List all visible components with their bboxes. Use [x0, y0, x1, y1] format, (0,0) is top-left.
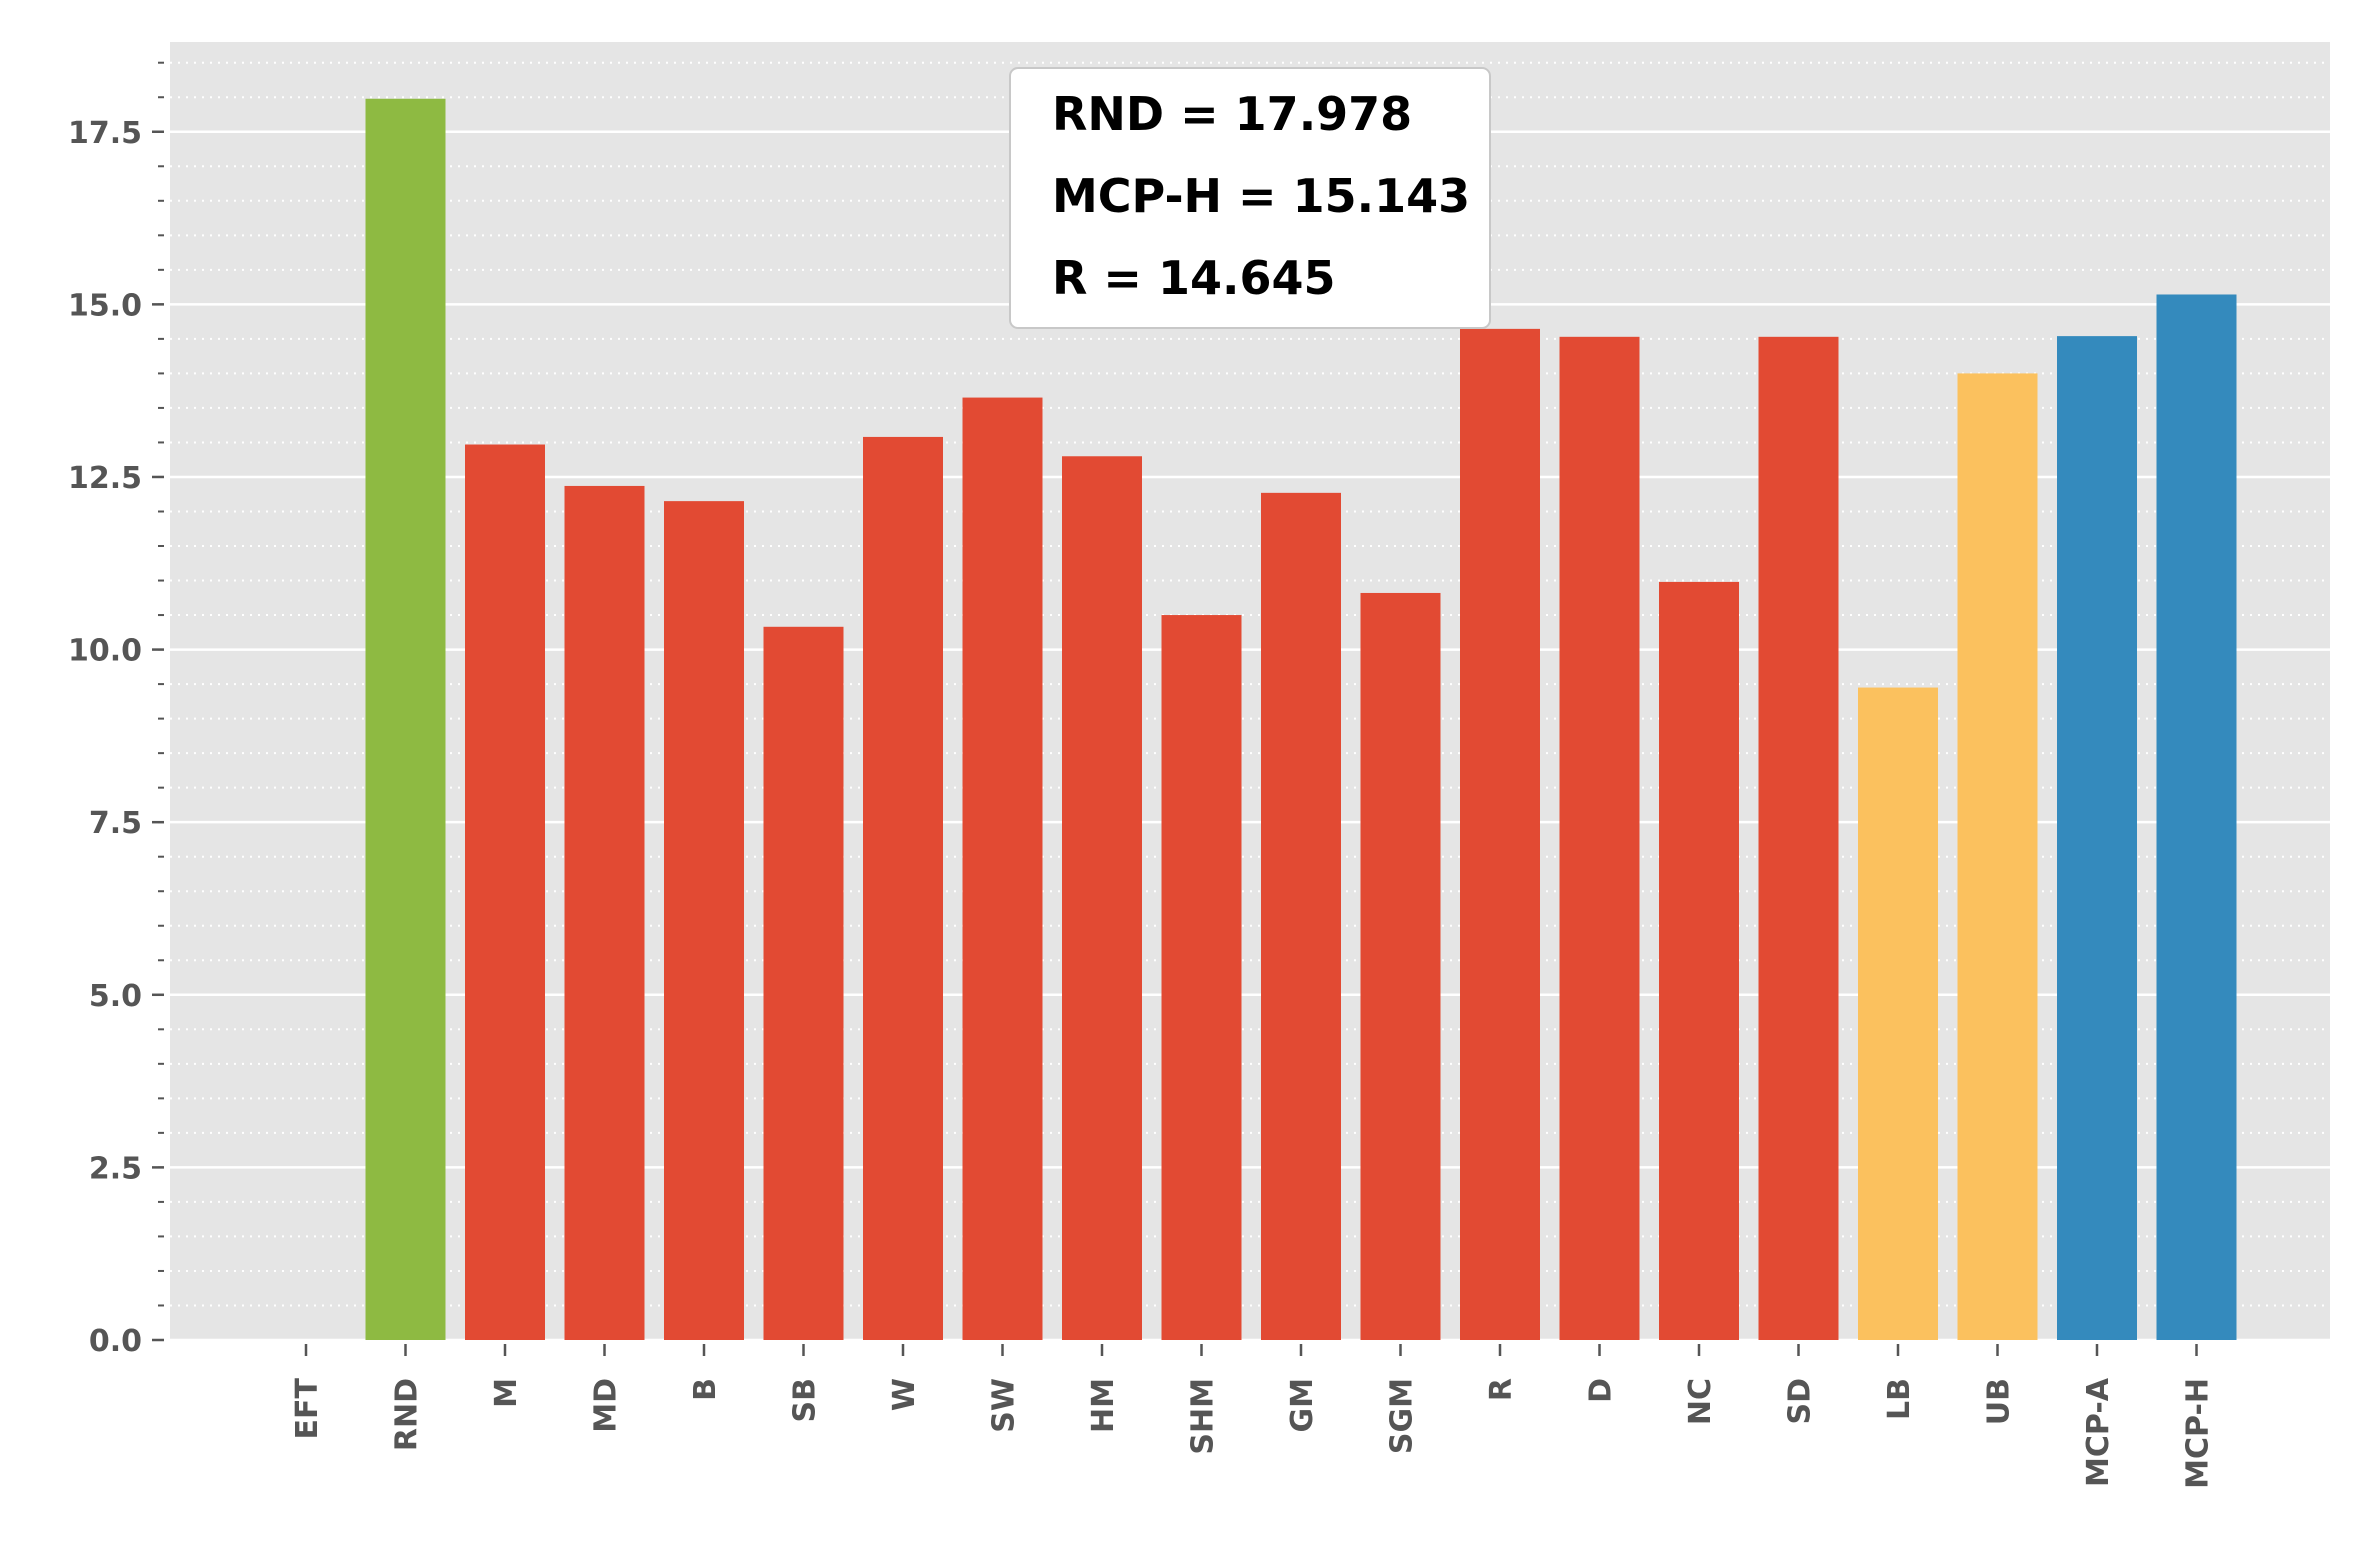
x-tick-label: RND [390, 1378, 425, 1451]
annotation-box: RND = 17.978 MCP-H = 15.143 R = 14.645 [1009, 67, 1491, 329]
bar-ub [1957, 373, 2038, 1340]
x-tick-label: SGM [1385, 1378, 1420, 1454]
x-tick-label: EFT [290, 1377, 325, 1439]
y-tick-label: 5.0 [89, 979, 142, 1014]
y-axis: 0.0 2.5 5.0 7.5 10.0 12.5 15.0 17.5 [68, 61, 164, 1359]
x-tick-label: R [1484, 1378, 1519, 1401]
x-tick-label: W [887, 1378, 922, 1411]
x-tick-label: SHM [1186, 1378, 1221, 1455]
x-tick-label: UB [1982, 1378, 2017, 1425]
bar-w [863, 436, 943, 1340]
bar-hm [1062, 456, 1142, 1340]
x-tick-label: MCP-H [2181, 1378, 2216, 1489]
x-tick-label: SD [1783, 1378, 1818, 1425]
bar-rnd [365, 98, 446, 1341]
x-tick-label: LB [1882, 1378, 1917, 1420]
y-tick-label: 12.5 [68, 461, 142, 496]
annotation-line-3: R = 14.645 [1052, 251, 1336, 305]
bar-sw [962, 397, 1043, 1340]
annotation-line-2: MCP-H = 15.143 [1052, 169, 1470, 223]
x-tick-label: SB [788, 1378, 823, 1422]
bar-md [564, 485, 645, 1340]
bar-lb [1858, 687, 1938, 1340]
y-tick-label: 17.5 [68, 116, 142, 151]
bar-m [465, 444, 545, 1341]
x-tick-label: MD [589, 1378, 624, 1433]
annotation-box-frame [1009, 67, 1491, 329]
bars [365, 98, 2237, 1341]
bar-sgm [1360, 592, 1441, 1340]
y-tick-label: 7.5 [89, 806, 142, 841]
bar-r [1460, 328, 1540, 1340]
bar-d [1559, 336, 1640, 1340]
bar-b [664, 501, 744, 1341]
x-tick-label: SW [987, 1378, 1022, 1433]
x-tick-label: M [489, 1378, 524, 1408]
bar-sd [1758, 336, 1839, 1340]
x-tick-label: D [1584, 1378, 1619, 1403]
x-axis: EFT RND M MD B SB W SW HM SHM GM SGM R D NC SD LB UB MCP-A… [290, 1344, 2216, 1489]
bar-sb [763, 626, 844, 1340]
bar-nc [1659, 581, 1739, 1340]
x-tick-label: GM [1285, 1378, 1320, 1432]
x-tick-label: HM [1086, 1378, 1121, 1433]
x-tick-label: NC [1683, 1378, 1718, 1425]
bar-mcp-h [2156, 294, 2237, 1340]
y-tick-label: 2.5 [89, 1151, 142, 1186]
annotation-line-1: RND = 17.978 [1052, 87, 1412, 141]
bar-gm [1261, 492, 1341, 1340]
y-tick-label: 15.0 [68, 288, 142, 323]
y-tick-label: 10.0 [68, 634, 142, 669]
bar-shm [1161, 615, 1242, 1340]
x-tick-label: B [688, 1378, 723, 1401]
y-tick-label: 0.0 [89, 1324, 142, 1359]
bar-mcp-a [2057, 336, 2137, 1340]
x-tick-label: MCP-A [2081, 1377, 2116, 1487]
